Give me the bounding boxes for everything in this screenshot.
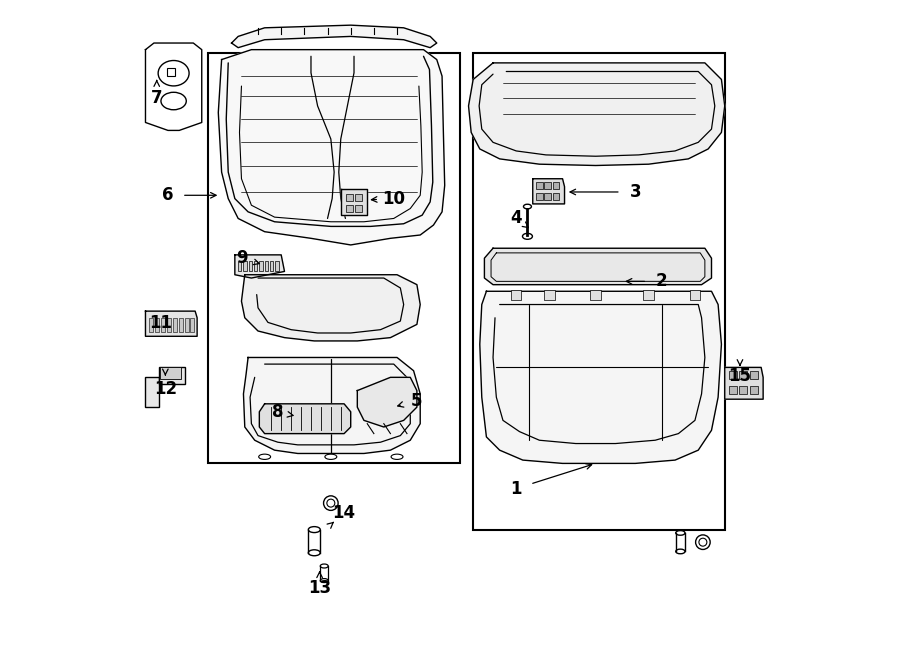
Bar [750, 386, 758, 394]
Text: 13: 13 [308, 579, 331, 597]
Bar [161, 318, 165, 332]
Ellipse shape [320, 579, 328, 583]
Bar [158, 367, 185, 384]
Bar [544, 193, 551, 200]
Bar [644, 290, 654, 300]
Bar [536, 193, 543, 200]
Ellipse shape [676, 531, 685, 536]
Bar [184, 318, 188, 332]
Text: 11: 11 [149, 314, 172, 332]
Bar [356, 194, 362, 201]
Bar [553, 182, 559, 189]
Bar [346, 205, 353, 212]
Polygon shape [480, 291, 722, 463]
Text: 1: 1 [510, 479, 522, 498]
Ellipse shape [325, 454, 337, 459]
Bar [536, 182, 543, 189]
Polygon shape [469, 63, 724, 166]
Ellipse shape [320, 564, 328, 568]
Bar [146, 377, 158, 407]
Ellipse shape [324, 496, 338, 510]
Bar [346, 194, 353, 201]
Polygon shape [357, 377, 417, 427]
Bar [544, 182, 551, 189]
Ellipse shape [676, 549, 685, 554]
Bar [739, 386, 747, 394]
Polygon shape [146, 43, 202, 130]
Text: 14: 14 [332, 504, 356, 522]
Text: 8: 8 [272, 403, 284, 422]
Bar [191, 318, 194, 332]
Text: 5: 5 [411, 391, 423, 410]
Text: 12: 12 [154, 380, 177, 399]
Bar [275, 261, 278, 271]
Polygon shape [244, 357, 420, 453]
Bar [750, 371, 758, 379]
Ellipse shape [309, 550, 320, 556]
Ellipse shape [161, 92, 186, 110]
Ellipse shape [309, 527, 320, 533]
Ellipse shape [523, 234, 533, 240]
Bar [166, 68, 175, 76]
Polygon shape [219, 50, 445, 245]
Bar [265, 261, 268, 271]
Bar [729, 371, 736, 379]
Polygon shape [484, 248, 712, 285]
Ellipse shape [696, 535, 710, 549]
Polygon shape [146, 311, 197, 336]
Polygon shape [341, 189, 367, 215]
Bar [590, 290, 601, 300]
Bar [248, 261, 252, 271]
Ellipse shape [392, 454, 403, 459]
Bar [238, 261, 241, 271]
Bar [259, 261, 263, 271]
Bar [160, 367, 181, 379]
Text: 4: 4 [510, 209, 522, 228]
Polygon shape [533, 179, 564, 204]
Bar [178, 318, 183, 332]
Bar [173, 318, 176, 332]
Bar [473, 53, 724, 530]
Polygon shape [235, 255, 284, 278]
Bar [254, 261, 257, 271]
Text: 15: 15 [728, 367, 752, 385]
Bar [689, 290, 700, 300]
Bar [356, 205, 362, 212]
Polygon shape [241, 275, 420, 341]
Ellipse shape [158, 60, 189, 86]
Bar [739, 371, 747, 379]
Polygon shape [231, 25, 436, 48]
Bar [155, 318, 158, 332]
Bar [544, 290, 554, 300]
Text: 3: 3 [629, 183, 641, 201]
Polygon shape [724, 367, 763, 399]
Bar [148, 318, 153, 332]
Ellipse shape [327, 499, 335, 507]
Bar [270, 261, 274, 271]
Bar [166, 318, 171, 332]
Bar [244, 261, 247, 271]
Ellipse shape [258, 454, 271, 459]
Ellipse shape [524, 205, 531, 209]
Polygon shape [259, 404, 351, 434]
Bar [729, 386, 736, 394]
Text: 10: 10 [382, 189, 405, 208]
Text: 6: 6 [162, 186, 173, 205]
Text: 2: 2 [656, 272, 668, 291]
Bar [209, 53, 460, 463]
Bar [511, 290, 521, 300]
Text: 9: 9 [236, 249, 248, 267]
Bar [553, 193, 559, 200]
Ellipse shape [699, 538, 707, 546]
Text: 7: 7 [151, 89, 163, 107]
